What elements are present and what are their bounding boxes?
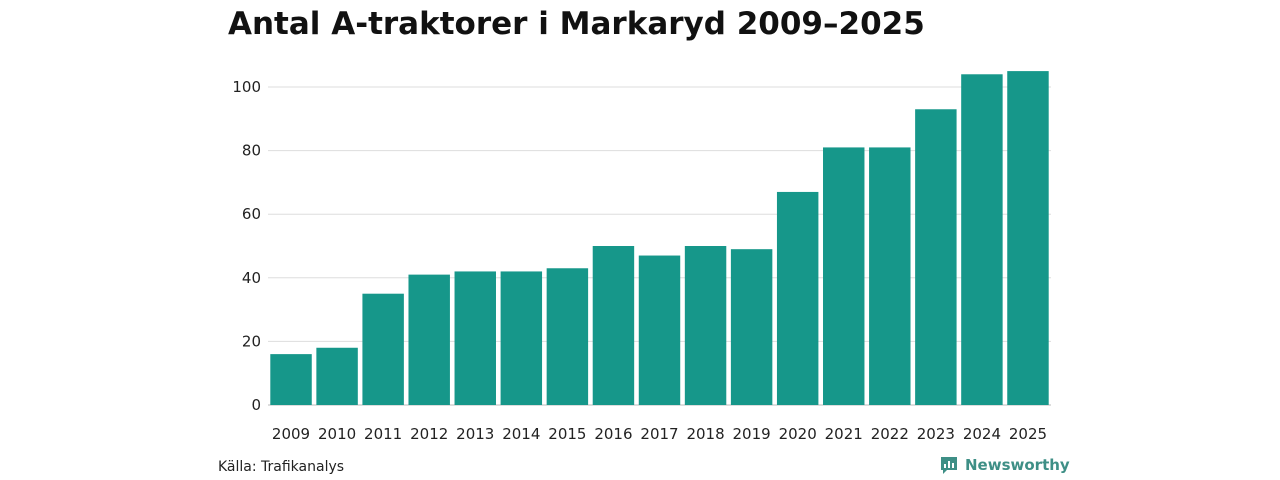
bar-2014 <box>500 271 543 405</box>
x-tick-label: 2017 <box>640 425 678 443</box>
y-tick-label: 40 <box>242 269 261 287</box>
x-tick-label: 2015 <box>548 425 586 443</box>
bar-2011 <box>362 293 404 405</box>
x-tick-label: 2016 <box>594 425 632 443</box>
bar-2018 <box>684 246 727 405</box>
x-tick-label: 2021 <box>825 425 863 443</box>
x-tick-label: 2014 <box>502 425 540 443</box>
newsworthy-logo-icon <box>941 457 957 474</box>
bar-2015 <box>546 268 589 405</box>
bar-2022 <box>869 147 911 406</box>
y-tick-label: 100 <box>232 78 261 96</box>
x-tick-label: 2022 <box>871 425 909 443</box>
bar-2016 <box>592 246 635 405</box>
x-tick-label: 2025 <box>1009 425 1047 443</box>
y-tick-label: 0 <box>251 396 261 414</box>
bar-2013 <box>454 271 496 405</box>
x-tick-label: 2012 <box>410 425 448 443</box>
x-tick-label: 2013 <box>456 425 494 443</box>
bar-2025 <box>1007 71 1049 405</box>
bar-2020 <box>776 191 819 405</box>
x-tick-label: 2019 <box>733 425 771 443</box>
bar-2017 <box>638 255 681 405</box>
bar-2009 <box>270 354 312 405</box>
x-tick-label: 2011 <box>364 425 402 443</box>
bar-2023 <box>915 109 957 405</box>
bar-2024 <box>961 74 1003 405</box>
source-note: Källa: Trafikanalys <box>218 459 345 475</box>
bar-2010 <box>316 347 358 405</box>
y-axis-tick-labels: 0 20 40 60 80 100 <box>232 78 261 414</box>
x-tick-label: 2018 <box>686 425 724 443</box>
bar-2019 <box>730 249 773 405</box>
chart-title: Antal A-traktorer i Markaryd 2009–2025 <box>228 6 925 42</box>
brand-name: Newsworthy <box>965 456 1070 474</box>
brand-logo: Newsworthy <box>939 455 1070 475</box>
x-axis-tick-labels: 2009 2010 2011 2012 2013 2014 2015 2016 2017 2018… <box>272 425 1047 443</box>
y-tick-label: 20 <box>242 332 261 350</box>
bar-2021 <box>823 147 865 406</box>
y-tick-label: 80 <box>242 142 261 160</box>
bar-2012 <box>408 274 450 405</box>
y-tick-label: 60 <box>242 205 261 223</box>
x-tick-label: 2010 <box>318 425 356 443</box>
x-tick-label: 2024 <box>963 425 1001 443</box>
x-tick-label: 2020 <box>779 425 817 443</box>
bars <box>270 71 1049 406</box>
x-tick-label: 2023 <box>917 425 955 443</box>
x-tick-label: 2009 <box>272 425 310 443</box>
